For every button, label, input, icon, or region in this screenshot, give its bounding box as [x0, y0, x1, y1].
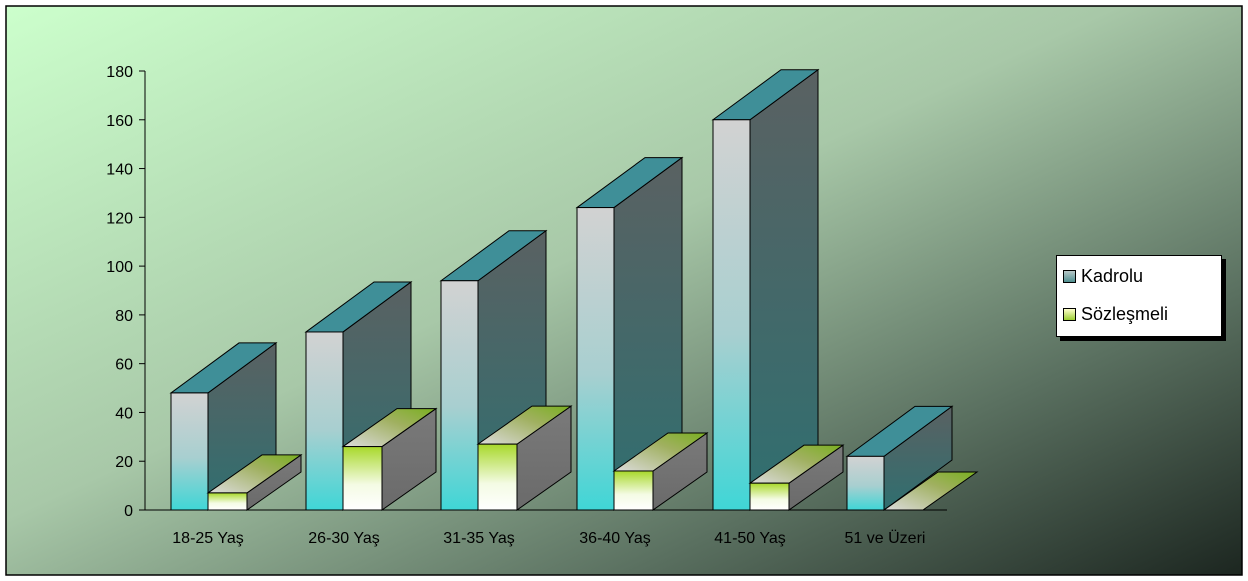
x-tick-label: 18-25 Yaş	[172, 530, 243, 547]
y-tick-label: 160	[106, 113, 133, 130]
y-tick-label: 60	[115, 357, 133, 374]
y-tick-label: 120	[106, 210, 133, 227]
bar-sozlesmeli	[207, 492, 248, 511]
y-tick-label: 100	[106, 259, 133, 276]
bar-kadrolu	[576, 207, 615, 511]
bars-layer	[145, 68, 979, 511]
x-tick-label: 41-50 Yaş	[714, 530, 785, 547]
y-tick-label: 0	[124, 503, 133, 520]
bar-kadrolu-side	[749, 68, 819, 511]
y-tick-label: 20	[115, 454, 133, 471]
y-tick-label: 40	[115, 405, 133, 422]
bar-kadrolu	[170, 392, 209, 511]
bar-sozlesmeli	[613, 470, 654, 511]
bar-kadrolu	[305, 331, 344, 511]
legend-label-sozlesmeli: Sözleşmeli	[1081, 303, 1169, 324]
x-tick-label: 51 ve Üzeri	[845, 529, 926, 547]
y-tick-label: 140	[106, 162, 133, 179]
x-tick-label: 31-35 Yaş	[443, 530, 514, 547]
y-axis: 0 20 40 60 80 100 120 140 160 180	[106, 64, 145, 520]
legend-swatch-sozlesmeli	[1063, 307, 1076, 321]
x-axis: 18-25 Yaş 26-30 Yaş 31-35 Yaş 36-40 Yaş 41-5…	[172, 529, 925, 547]
bar-sozlesmeli	[477, 443, 518, 511]
bar-kadrolu	[712, 119, 751, 511]
legend-label-kadrolu: Kadrolu	[1081, 265, 1144, 286]
bar-sozlesmeli	[749, 482, 790, 511]
legend: Kadrolu Sözleşmeli	[1056, 255, 1222, 337]
bar-sozlesmeli	[342, 446, 383, 511]
x-tick-label: 26-30 Yaş	[308, 530, 379, 547]
legend-swatch-kadrolu	[1063, 269, 1076, 283]
bar-kadrolu	[440, 280, 479, 511]
x-tick-label: 36-40 Yaş	[579, 530, 650, 547]
bar-kadrolu	[846, 455, 885, 511]
y-tick-label: 80	[115, 308, 133, 325]
legend-item-sozlesmeli: Sözleşmeli	[1063, 302, 1168, 326]
y-tick-label: 180	[106, 64, 133, 81]
legend-item-kadrolu: Kadrolu	[1063, 264, 1143, 288]
